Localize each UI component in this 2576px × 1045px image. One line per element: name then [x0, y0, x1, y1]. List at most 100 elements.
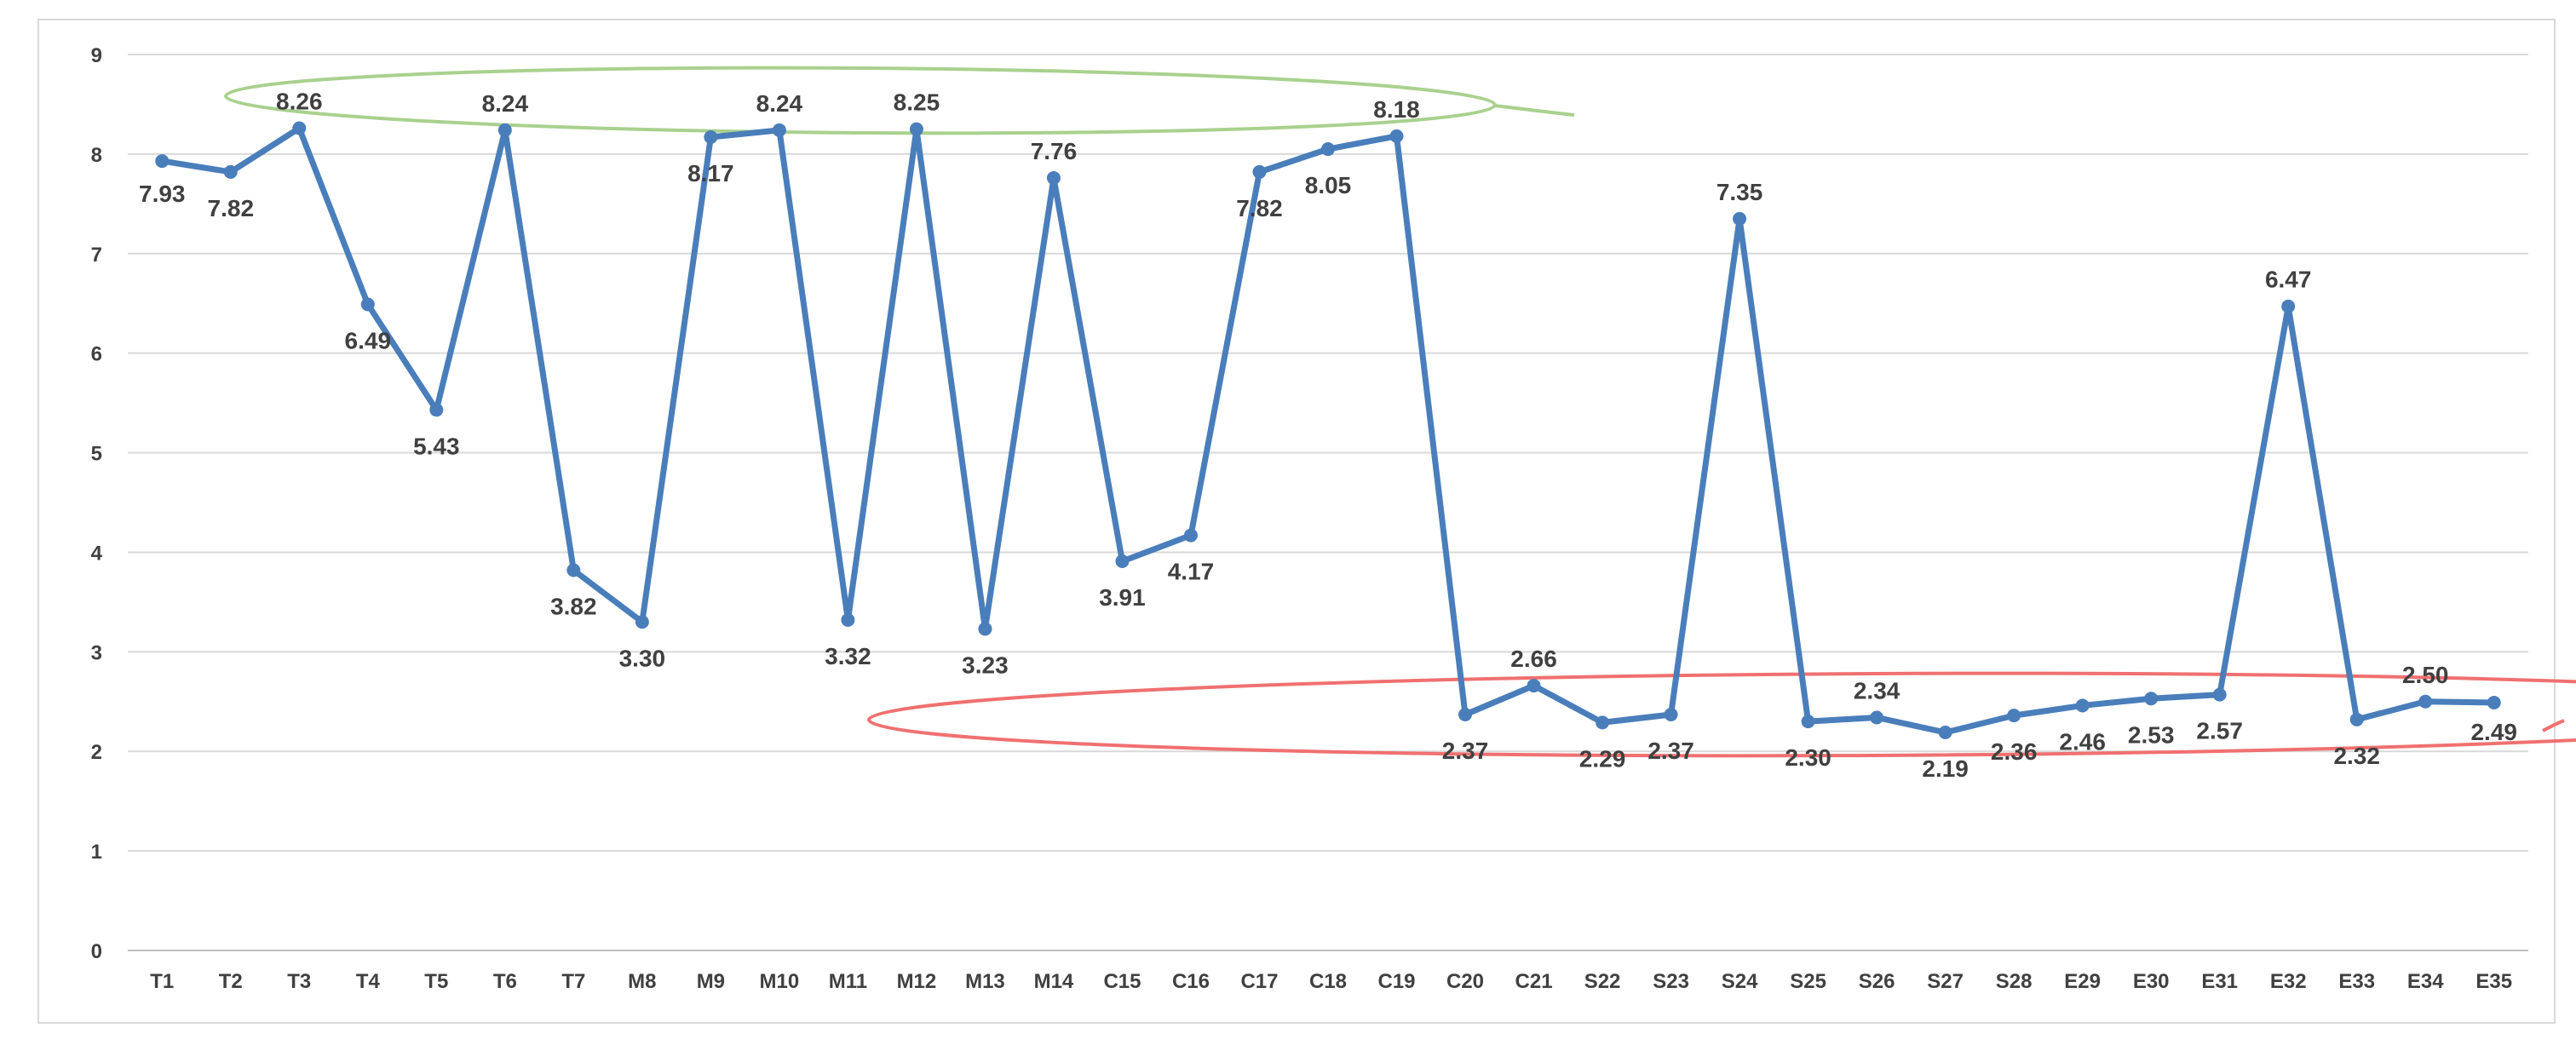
data-label: 2.34: [1854, 677, 1900, 703]
data-label: 7.76: [1031, 138, 1078, 164]
x-tick-label: E33: [2338, 970, 2375, 993]
x-axis: T1 T2 T3 T4 T5 T6 T7 M8 M9 M10 M11 M12 M13 M14 C15 C16 C…: [150, 970, 2512, 993]
x-tick-label: T6: [493, 970, 517, 993]
x-tick-label: C17: [1240, 970, 1278, 993]
x-tick-label: C18: [1309, 970, 1347, 993]
x-tick-label: C19: [1377, 970, 1415, 993]
data-point: [1870, 710, 1884, 725]
data-point: [704, 130, 718, 145]
x-tick-label: M8: [628, 970, 656, 993]
data-point: [566, 563, 581, 577]
data-point: [360, 297, 375, 312]
x-tick-label: S28: [1996, 970, 2033, 993]
data-label: 3.23: [962, 652, 1009, 678]
x-tick-label: E32: [2270, 970, 2307, 993]
data-label: 2.57: [2196, 718, 2243, 744]
y-tick-label: 4: [91, 542, 103, 565]
data-point: [1596, 715, 1610, 730]
data-point: [2487, 695, 2501, 709]
data-label: 3.30: [619, 645, 666, 671]
data-point: [1183, 528, 1198, 543]
x-tick-label: C16: [1172, 970, 1210, 993]
data-point: [841, 612, 855, 627]
data-point: [1321, 142, 1335, 157]
low-group-ellipse: [867, 671, 2576, 758]
data-label: 2.32: [2333, 743, 2380, 769]
data-label: 2.37: [1442, 738, 1489, 764]
high-group-ellipse-tail: [1494, 104, 1575, 117]
data-label: 8.26: [276, 88, 323, 114]
x-tick-label: E29: [2064, 970, 2101, 993]
data-labels: 7.93 7.82 8.26 6.49 5.43 8.24 3.82 3.30 8.17 8.24…: [139, 88, 2517, 782]
data-point: [1527, 679, 1541, 693]
x-tick-label: T1: [150, 970, 174, 993]
x-tick-label: S25: [1790, 970, 1826, 993]
data-point: [909, 122, 923, 136]
data-label: 2.66: [1510, 646, 1557, 672]
data-point: [2007, 709, 2021, 723]
data-point: [1389, 129, 1404, 143]
data-point: [155, 154, 170, 169]
data-point: [635, 615, 649, 629]
data-label: 2.46: [2059, 728, 2106, 755]
x-tick-label: C20: [1446, 970, 1484, 993]
data-point: [2144, 692, 2159, 706]
data-point: [772, 123, 786, 137]
data-point: [1458, 707, 1473, 721]
y-tick-label: 8: [91, 144, 102, 167]
data-label: 2.53: [2128, 721, 2175, 748]
data-label: 6.49: [345, 327, 392, 353]
data-point: [2418, 694, 2433, 709]
x-tick-label: E34: [2407, 970, 2444, 993]
data-point: [2212, 687, 2227, 702]
data-label: 8.18: [1373, 96, 1420, 123]
series-line: [158, 124, 2498, 736]
y-tick-label: 3: [91, 641, 102, 664]
data-label: 7.93: [139, 181, 186, 207]
low-group-ellipse-tail: [2542, 719, 2565, 732]
x-tick-label: M13: [965, 970, 1005, 993]
chart-frame: [37, 19, 2556, 1024]
data-point: [1046, 170, 1061, 185]
data-label: 6.47: [2265, 267, 2312, 293]
data-label: 8.25: [894, 89, 940, 116]
x-tick-label: E35: [2475, 970, 2512, 993]
data-label: 4.17: [1168, 559, 1215, 585]
x-tick-label: E31: [2201, 970, 2238, 993]
data-point: [2075, 698, 2090, 713]
data-point: [497, 123, 512, 137]
data-point: [1252, 164, 1267, 179]
data-point: [1801, 715, 1815, 729]
data-point: [978, 622, 992, 636]
data-label: 3.82: [550, 593, 597, 619]
data-label: 2.37: [1647, 738, 1694, 764]
x-tick-label: S23: [1653, 970, 1689, 993]
data-point: [1664, 707, 1678, 721]
data-label: 2.50: [2402, 662, 2449, 688]
x-tick-label: M14: [1034, 970, 1074, 993]
x-tick-label: T4: [356, 970, 381, 993]
data-point: [1733, 211, 1747, 226]
data-label: 8.05: [1305, 172, 1352, 198]
data-point: [1938, 726, 1952, 740]
data-label: 3.32: [825, 643, 871, 669]
y-tick-label: 5: [91, 443, 102, 466]
data-label: 2.30: [1785, 744, 1831, 771]
data-label: 7.35: [1716, 179, 1763, 205]
x-tick-label: S24: [1722, 970, 1758, 993]
data-point: [223, 164, 238, 179]
data-point: [2281, 299, 2296, 313]
data-label: 2.19: [1922, 755, 1969, 782]
data-label: 8.24: [756, 90, 803, 117]
data-label: 8.24: [482, 90, 529, 117]
x-tick-label: S26: [1859, 970, 1895, 993]
data-label: 8.17: [687, 160, 734, 187]
high-group-ellipse: [224, 66, 1497, 135]
x-tick-label: T3: [287, 970, 311, 993]
data-point: [1115, 554, 1130, 568]
data-point: [292, 121, 307, 135]
x-tick-label: M11: [829, 970, 867, 993]
data-label: 7.82: [1236, 195, 1283, 221]
y-tick-label: 9: [91, 44, 102, 67]
